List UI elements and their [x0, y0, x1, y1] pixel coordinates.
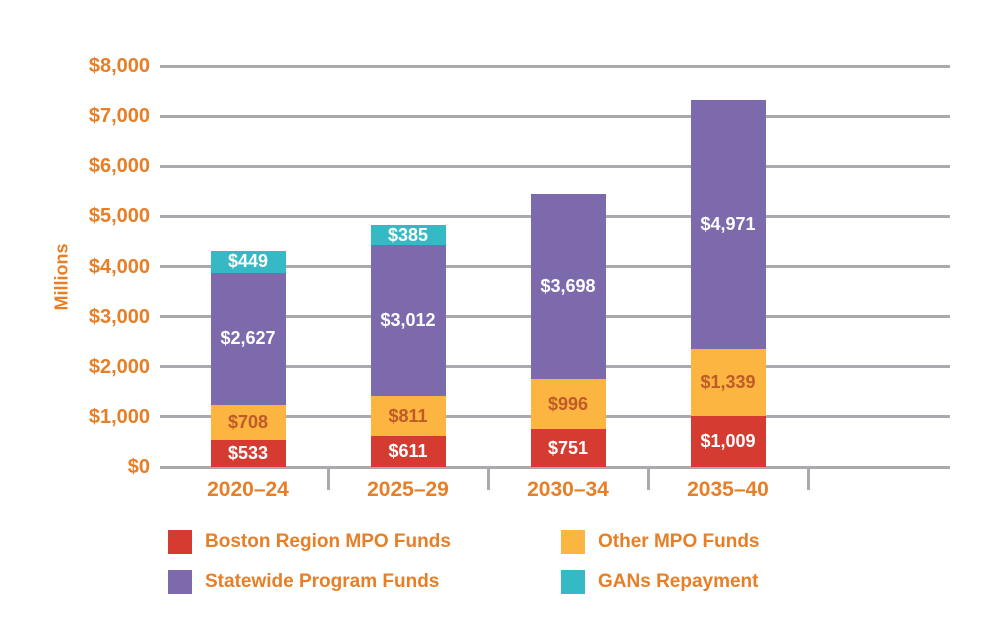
legend-item: GANs Repayment	[561, 570, 760, 594]
y-tick-label: $6,000	[88, 155, 150, 178]
bar-value-label: $3,698	[540, 276, 596, 297]
bar-segment: $708	[210, 404, 286, 441]
bar-value-label: $449	[227, 251, 269, 272]
bar-segment: $4,971	[690, 100, 766, 350]
bar-segment: $385	[370, 224, 446, 245]
x-category-label: 2020–24	[207, 478, 289, 501]
y-tick-label: $7,000	[88, 105, 150, 128]
x-tick	[806, 467, 810, 490]
legend-item: Statewide Program Funds	[168, 570, 561, 594]
bar-segment: $996	[530, 379, 606, 430]
y-tick-label: $5,000	[88, 205, 150, 228]
legend-swatch	[168, 570, 192, 594]
y-tick-label: $1,000	[88, 405, 150, 428]
bar-value-label: $385	[387, 224, 429, 245]
bar-value-label: $3,012	[380, 309, 436, 330]
legend-item: Other MPO Funds	[561, 530, 760, 554]
bar-value-label: $811	[388, 405, 428, 426]
bar-value-label: $751	[547, 437, 589, 458]
bar-value-label: $1,009	[700, 431, 756, 452]
gridline	[160, 164, 950, 168]
legend-label: Other MPO Funds	[598, 531, 760, 552]
gridline	[160, 64, 950, 68]
bar-segment: $751	[530, 429, 606, 467]
bar-value-label: $996	[547, 393, 589, 414]
bar-segment: $3,012	[370, 244, 446, 396]
x-category-label: 2035–40	[687, 478, 769, 501]
legend-label: GANs Repayment	[598, 571, 759, 592]
gridline	[160, 114, 950, 118]
legend-swatch	[561, 570, 585, 594]
bar-value-label: $611	[388, 441, 428, 462]
legend-item: Boston Region MPO Funds	[168, 530, 561, 554]
y-tick-label: $0	[127, 456, 150, 478]
x-tick	[646, 467, 650, 490]
legend-swatch	[561, 530, 585, 554]
legend-label: Boston Region MPO Funds	[205, 531, 451, 552]
bar-segment: $1,009	[690, 416, 766, 467]
legend-swatch	[168, 530, 192, 554]
y-tick-label: $8,000	[88, 55, 150, 77]
y-tick-label: $3,000	[88, 305, 150, 328]
bar-segment: $3,698	[530, 194, 606, 380]
bar-value-label: $1,339	[700, 372, 756, 393]
bar-segment: $2,627	[210, 273, 286, 405]
bar-segment: $611	[370, 436, 446, 467]
bar-value-label: $708	[227, 412, 269, 433]
bar-segment: $449	[210, 250, 286, 274]
legend: Boston Region MPO Funds Other MPO Funds St…	[168, 530, 760, 594]
legend-label: Statewide Program Funds	[205, 571, 440, 592]
gridline	[160, 465, 950, 469]
x-category-label: 2025–29	[367, 478, 449, 501]
x-tick	[486, 467, 490, 490]
x-category-label: 2030–34	[527, 478, 609, 501]
bar-segment: $811	[370, 395, 446, 437]
y-tick-label: $4,000	[88, 255, 150, 278]
bar-value-label: $533	[227, 443, 269, 464]
bar-value-label: $2,627	[220, 328, 276, 349]
bar-segment: $533	[210, 440, 286, 467]
bar-segment: $1,339	[690, 349, 766, 417]
bar-value-label: $4,971	[700, 214, 756, 235]
y-tick-label: $2,000	[88, 355, 150, 378]
x-tick	[326, 467, 330, 490]
